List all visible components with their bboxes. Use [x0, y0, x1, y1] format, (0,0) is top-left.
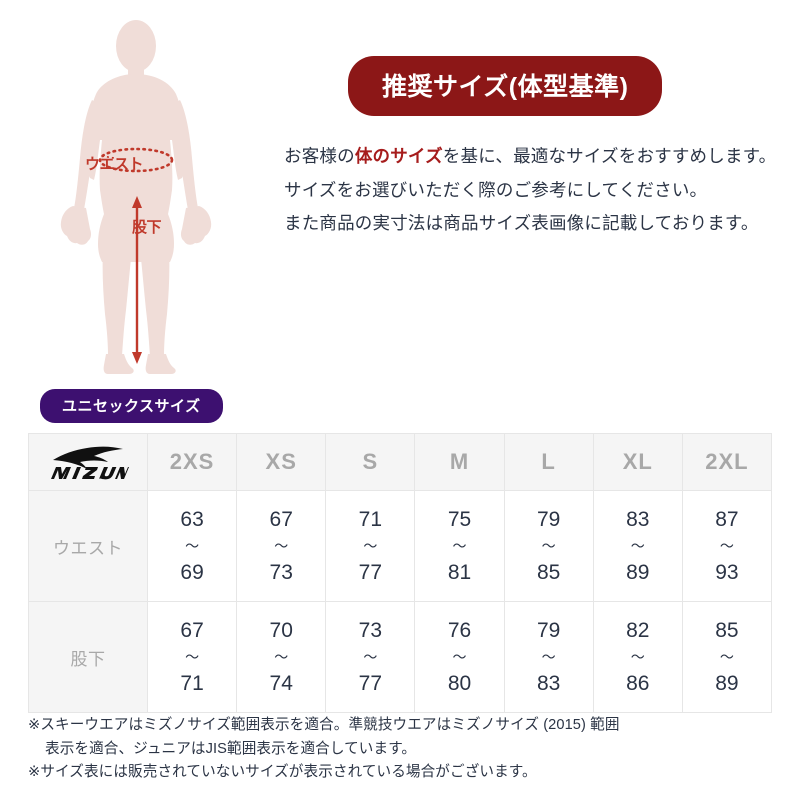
size-col-header-0: 2XS — [146, 433, 238, 491]
size-col-header-1: XS — [236, 433, 327, 491]
range-separator: 〜 — [452, 649, 467, 665]
size-table-head: 2XS XS S M L XL 2XL — [28, 433, 773, 491]
range-separator: 〜 — [363, 649, 378, 665]
inseam-min-3: 76 — [447, 619, 472, 642]
mizuno-logo-cell — [28, 433, 148, 491]
row-label-inseam: 股下 — [28, 601, 148, 713]
waist-measure-ellipse — [98, 147, 174, 173]
inseam-max-4: 83 — [536, 672, 561, 695]
size-table-body: ウエスト 63 〜 69 67 〜 73 71 〜 77 75 〜 81 — [28, 490, 773, 713]
range-separator: 〜 — [630, 649, 645, 665]
size-col-header-5: XL — [592, 433, 683, 491]
inseam-min-1: 70 — [269, 619, 293, 642]
waist-cell-1: 67 〜 73 — [236, 490, 327, 602]
range-separator: 〜 — [363, 538, 378, 554]
description-line1-part1: お客様の — [284, 146, 355, 166]
range-separator: 〜 — [274, 538, 289, 554]
waist-cell-4: 79 〜 85 — [503, 490, 594, 602]
footnotes: ※スキーウエアはミズノサイズ範囲表示を適合。準競技ウエアはミズノサイズ (201… — [28, 714, 788, 785]
inseam-measure-arrow — [132, 196, 142, 364]
inseam-cell-2: 73 〜 77 — [325, 601, 416, 713]
range-separator: 〜 — [719, 538, 734, 554]
row-label-waist: ウエスト — [28, 490, 148, 602]
size-col-header-6: 2XL — [681, 433, 773, 491]
description-line2: サイズをお選びいただく際のご参考にしてください。 — [284, 179, 708, 200]
waist-max-1: 73 — [269, 561, 293, 584]
inseam-min-6: 85 — [715, 619, 739, 642]
waist-cell-5: 83 〜 89 — [592, 490, 683, 602]
description-text: お客様の体のサイズを基に、最適なサイズをおすすめします。 サイズをお選びいただく… — [284, 140, 784, 241]
footnote-2: ※サイズ表には販売されていないサイズが表示されている場合がございます。 — [28, 764, 537, 781]
footnote-1-line-1: ※スキーウエアはミズノサイズ範囲表示を適合。準競技ウエアはミズノサイズ (201… — [28, 717, 620, 733]
range-separator: 〜 — [185, 538, 200, 554]
waist-min-0: 63 — [180, 508, 204, 531]
inseam-annotation-label: 股下 — [132, 219, 162, 236]
mizuno-runbird-logo-icon — [29, 443, 147, 481]
inseam-cell-6: 85 〜 89 — [681, 601, 773, 713]
waist-min-5: 83 — [626, 508, 650, 531]
size-col-header-3: M — [414, 433, 505, 491]
size-table-header-row: 2XS XS S M L XL 2XL — [28, 433, 773, 491]
inseam-cell-1: 70 〜 74 — [236, 601, 327, 713]
range-separator: 〜 — [630, 538, 645, 554]
table-row: 股下 67 〜 71 70 〜 74 73 〜 77 76 〜 80 — [28, 601, 773, 713]
waist-max-4: 85 — [536, 561, 561, 584]
range-separator: 〜 — [719, 649, 734, 665]
waist-max-3: 81 — [447, 561, 472, 584]
waist-max-5: 89 — [626, 561, 650, 584]
page-title-badge: 推奨サイズ(体型基準) — [348, 56, 663, 116]
range-separator: 〜 — [452, 538, 467, 554]
range-separator: 〜 — [541, 538, 556, 554]
description-line1-part2: を基に、最適なサイズをおすすめします。 — [442, 146, 777, 166]
body-silhouette-icon — [60, 20, 212, 374]
waist-max-6: 93 — [715, 561, 739, 584]
top-section: ウエスト 股下 推奨サイズ(体型基準) お客様の体のサイズを基に、最適なサイズを… — [0, 0, 800, 380]
range-separator: 〜 — [185, 649, 200, 665]
size-col-header-2: S — [325, 433, 416, 491]
waist-min-6: 87 — [715, 508, 739, 531]
waist-min-3: 75 — [447, 508, 472, 531]
size-table: 2XS XS S M L XL 2XL ウエスト 63 〜 69 67 〜 73 — [28, 433, 773, 713]
waist-leader-line — [101, 155, 115, 159]
inseam-cell-3: 76 〜 80 — [414, 601, 505, 713]
waist-min-2: 71 — [358, 508, 383, 531]
waist-max-2: 77 — [358, 561, 383, 584]
waist-min-1: 67 — [269, 508, 293, 531]
waist-cell-3: 75 〜 81 — [414, 490, 505, 602]
inseam-cell-5: 82 〜 86 — [592, 601, 683, 713]
range-separator: 〜 — [541, 649, 556, 665]
waist-cell-0: 63 〜 69 — [146, 490, 238, 602]
description-highlight: 体のサイズ — [354, 146, 443, 166]
description-line3: また商品の実寸法は商品サイズ表画像に記載しております。 — [284, 213, 759, 234]
inseam-cell-0: 67 〜 71 — [146, 601, 238, 713]
inseam-max-6: 89 — [715, 672, 739, 695]
inseam-max-1: 74 — [269, 672, 293, 695]
inseam-max-0: 71 — [180, 672, 204, 695]
footnote-1-line-2: 表示を適合、ジュニアはJIS範囲表示を適合しています。 — [45, 740, 417, 757]
waist-max-0: 69 — [180, 561, 204, 584]
inseam-max-5: 86 — [626, 672, 650, 695]
waist-cell-2: 71 〜 77 — [325, 490, 416, 602]
inseam-min-0: 67 — [180, 619, 204, 642]
inseam-min-4: 79 — [536, 619, 561, 642]
inseam-min-5: 82 — [626, 619, 650, 642]
size-col-header-4: L — [503, 433, 594, 491]
waist-min-4: 79 — [536, 508, 561, 531]
inseam-max-2: 77 — [358, 672, 383, 695]
inseam-max-3: 80 — [447, 672, 472, 695]
range-separator: 〜 — [274, 649, 289, 665]
inseam-cell-4: 79 〜 83 — [503, 601, 594, 713]
waist-cell-6: 87 〜 93 — [681, 490, 773, 602]
waist-annotation-label: ウエスト — [85, 156, 144, 173]
inseam-min-2: 73 — [358, 619, 383, 642]
body-figure: ウエスト 股下 — [40, 8, 270, 380]
table-row: ウエスト 63 〜 69 67 〜 73 71 〜 77 75 〜 81 — [28, 490, 773, 602]
unisex-size-badge: ユニセックスサイズ — [40, 389, 223, 423]
